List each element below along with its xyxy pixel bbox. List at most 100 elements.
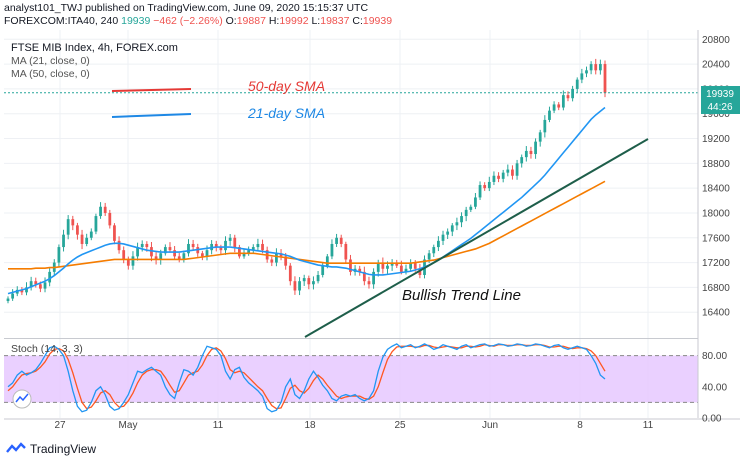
candle-body: [450, 225, 454, 232]
candle: [126, 256, 130, 270]
tradingview-logo[interactable]: TradingView: [6, 442, 96, 456]
candle: [404, 264, 408, 275]
candle: [469, 204, 473, 213]
candle: [538, 129, 542, 147]
candle: [580, 68, 584, 84]
candle-body: [247, 250, 251, 254]
candle-body: [399, 265, 403, 272]
price-badge: 19939 44:26: [701, 86, 740, 114]
candle: [6, 296, 10, 304]
candle-body: [575, 79, 579, 89]
scroll-icon-glyph: [15, 393, 29, 403]
x-tick-label: 25: [394, 420, 406, 431]
candle: [103, 202, 107, 216]
candle: [598, 59, 602, 75]
candle-body: [131, 256, 135, 266]
candle-body: [404, 268, 408, 272]
candle: [191, 239, 195, 251]
open-value: 19887: [236, 15, 266, 27]
candle-body: [497, 175, 500, 179]
candle-body: [538, 132, 542, 142]
candle-body: [270, 259, 274, 263]
candle-body: [242, 253, 246, 257]
candle-body: [474, 197, 477, 207]
candle: [409, 259, 413, 272]
candle: [219, 244, 223, 255]
candle-body: [307, 278, 311, 285]
candle-body: [524, 150, 528, 158]
candle-body: [25, 287, 28, 293]
trendline-annotation: Bullish Trend Line: [402, 287, 521, 304]
candle: [367, 276, 371, 289]
candle: [501, 169, 505, 183]
candle-body: [464, 209, 468, 217]
candle: [381, 257, 385, 274]
candle: [441, 230, 445, 246]
candle: [390, 259, 394, 271]
candle-body: [11, 293, 15, 299]
legend-ma50: MA (50, close, 0): [11, 68, 90, 80]
candle-body: [580, 73, 584, 80]
candle: [177, 253, 181, 263]
candle: [492, 171, 496, 186]
candle-body: [372, 271, 375, 285]
candle: [339, 234, 343, 248]
stoch-tick-label: 0.00: [702, 414, 722, 425]
stoch-tick-label: 80.00: [702, 351, 727, 362]
publish-info: analyst101_TWJ published on TradingView.…: [4, 2, 369, 14]
x-tick-label: May: [119, 420, 138, 431]
candle-body: [20, 289, 24, 293]
candle-body: [205, 250, 209, 257]
x-tick-label: 8: [577, 420, 583, 431]
axes: 27 May 11 18 25 Jun 8 11 16400 16800 17200 17600 180…: [4, 30, 740, 431]
candle: [552, 101, 556, 114]
candle-body: [85, 237, 89, 244]
candle: [432, 244, 436, 258]
candle-body: [330, 243, 334, 257]
candle-body: [409, 262, 413, 269]
candle-body: [598, 64, 602, 71]
candle: [474, 192, 477, 210]
candle-body: [487, 181, 491, 189]
candle-body: [441, 234, 445, 241]
candle-body: [293, 281, 297, 291]
candle: [335, 233, 338, 247]
candle: [251, 244, 255, 253]
candle-body: [395, 262, 399, 266]
candle: [497, 172, 500, 183]
x-tick-label: 27: [54, 420, 66, 431]
candle-body: [108, 212, 112, 226]
candle: [108, 209, 112, 229]
price-badge-countdown: 44:26: [707, 102, 732, 113]
candle-body: [390, 262, 394, 266]
candle: [302, 274, 306, 286]
candle: [66, 215, 70, 240]
candle: [99, 202, 102, 219]
candle-body: [321, 265, 325, 275]
candle-body: [571, 88, 574, 99]
candle: [487, 176, 491, 192]
candle-body: [136, 247, 139, 257]
y-tick-label: 17600: [702, 233, 730, 244]
candle-body: [557, 104, 561, 108]
candle: [113, 223, 116, 245]
candle-body: [585, 70, 588, 74]
sma50-annotation: 50-day SMA: [248, 78, 325, 94]
symbol-name[interactable]: FOREXCOM:ITA40, 240: [4, 15, 119, 27]
candle-body: [76, 225, 79, 235]
candle-body: [483, 185, 487, 189]
candle-body: [344, 243, 348, 260]
candle-body: [57, 247, 61, 263]
candle-body: [182, 253, 186, 260]
candle-body: [566, 95, 570, 99]
candle: [122, 246, 126, 264]
candle: [293, 276, 297, 295]
low-value: 19837: [320, 15, 350, 27]
candle: [557, 102, 561, 111]
candle: [154, 252, 158, 265]
y-tick-label: 18800: [702, 159, 730, 170]
candle: [71, 215, 75, 231]
candle: [589, 61, 593, 75]
candle-body: [520, 157, 524, 164]
